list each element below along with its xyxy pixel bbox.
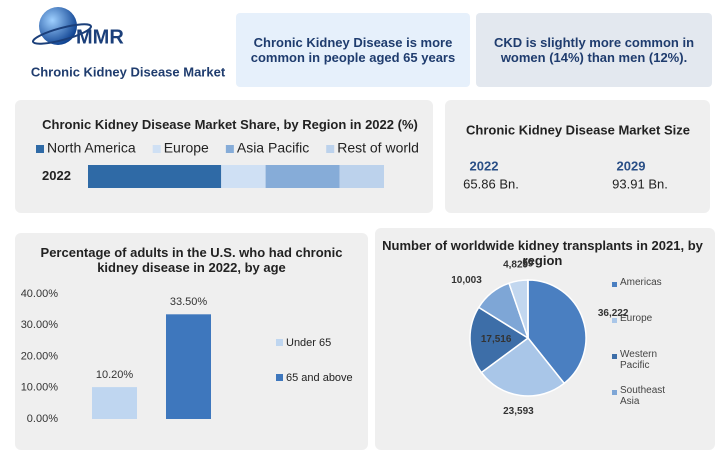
pie-slice (469, 306, 530, 374)
data-label: 10.20% (96, 369, 134, 381)
y-tick-label: 20.00% (21, 350, 59, 362)
market-value: 93.91 Bn. (612, 176, 668, 191)
chart-title: Chronic Kidney Disease Market Share, by … (42, 116, 418, 132)
legend-swatch (612, 318, 617, 323)
legend-swatch (152, 145, 161, 153)
market-year: 2022 (470, 158, 499, 173)
bar (166, 314, 211, 419)
bar-segment (265, 165, 340, 188)
pie-slice (527, 279, 587, 385)
y-tick-label: 0.00% (27, 413, 58, 425)
legend-label: North America (47, 140, 136, 156)
fact-box (236, 13, 470, 87)
y-tick-label: 30.00% (21, 319, 59, 331)
bar-segment (88, 165, 222, 188)
fact-text-box: CKD is slightly more common in women (14… (493, 35, 695, 65)
legend-label: Western Pacific (620, 349, 658, 371)
legend-swatch (612, 282, 617, 287)
chart-title-box: Percentage of adults in the U.S. who had… (40, 245, 343, 275)
logo-globe (39, 7, 77, 45)
market-value: 65.86 Bn. (463, 176, 519, 191)
market-year: 2029 (617, 158, 646, 173)
legend-label: Europe (164, 140, 209, 156)
legend-label-box: Southeast Asia (620, 385, 666, 407)
data-label: 33.50% (170, 296, 208, 308)
legend-label: 65 and above (286, 372, 353, 384)
fact-text-box: Chronic Kidney Disease is more common in… (250, 35, 456, 65)
y-tick-label: 10.00% (21, 382, 59, 394)
data-label: 36,222 (598, 308, 629, 319)
header-subtitle: Chronic Kidney Disease Market (31, 64, 226, 79)
legend-label: Southeast Asia (620, 385, 666, 407)
pie-slice (480, 336, 566, 397)
chart-title-box: Chronic Kidney Disease Market Share, by … (42, 116, 418, 132)
legend-label: Europe (620, 313, 653, 324)
legend-label: Americas (620, 277, 662, 288)
legend-label: Asia Pacific (237, 140, 309, 156)
fact-box (476, 13, 712, 87)
legend-label-box: Europe (620, 313, 653, 324)
chart-title: Number of worldwide kidney transplants i… (382, 238, 703, 268)
legend-swatch (612, 390, 617, 395)
data-label: 4,829 (503, 260, 528, 271)
legend-swatch (612, 354, 617, 359)
legend-swatch (276, 374, 283, 381)
legend-label: Under 65 (286, 337, 331, 349)
market-size-title: Chronic Kidney Disease Market Size (466, 122, 690, 137)
bar (92, 387, 137, 419)
legend-swatch (36, 145, 44, 153)
legend-swatch (276, 339, 283, 346)
y-tick-label: 40.00% (21, 288, 59, 300)
data-label: 10,003 (451, 275, 482, 286)
legend-label-box: Western Pacific (620, 349, 658, 371)
data-label: 59 (522, 259, 534, 270)
legend-label-box: Americas (620, 277, 662, 288)
fact-text: Chronic Kidney Disease is more common in… (250, 35, 456, 65)
fact-text: CKD is slightly more common in women (14… (493, 35, 695, 65)
data-label: 23,593 (503, 406, 534, 417)
legend-swatch (225, 145, 234, 153)
data-label: 17,516 (481, 334, 512, 345)
chart-title: Percentage of adults in the U.S. who had… (40, 245, 343, 275)
panel (445, 100, 710, 213)
bar-segment (339, 165, 384, 188)
legend-swatch (326, 145, 335, 153)
logo-text: MMR (76, 26, 124, 48)
legend-label: Rest of world (337, 140, 419, 156)
logo-orbit (31, 23, 93, 45)
chart-title-box: Number of worldwide kidney transplants i… (382, 238, 703, 268)
bar-segment (221, 165, 266, 188)
y-tick-label: 2022 (42, 168, 71, 183)
